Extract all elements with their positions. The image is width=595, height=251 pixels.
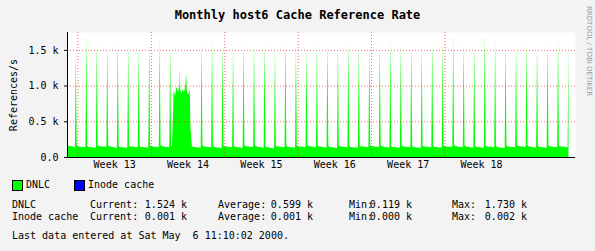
html-text:DNLC: DNLC bbox=[26, 179, 51, 190]
html-text:Average: 0.001 k: Average: 0.001 k bbox=[218, 211, 313, 222]
html-text:Inode cache: Inode cache bbox=[88, 179, 155, 190]
html-text:Min:: Min: bbox=[349, 199, 374, 210]
html-text:0.000 k: 0.000 k bbox=[369, 211, 412, 222]
svg-text:0.5 k: 0.5 k bbox=[28, 116, 58, 127]
html-text:1.524 k: 1.524 k bbox=[144, 199, 187, 210]
html-text:1.730 k: 1.730 k bbox=[484, 199, 527, 210]
svg-text:Week 15: Week 15 bbox=[240, 159, 282, 170]
html-text:Max:: Max: bbox=[452, 199, 477, 210]
html-text:Max:: Max: bbox=[452, 211, 477, 222]
html-text:Inode cache: Inode cache bbox=[12, 211, 79, 222]
html-text:Min:: Min: bbox=[349, 211, 374, 222]
html-text:Monthly host6 Cache Reference: Monthly host6 Cache Reference Rate bbox=[174, 8, 421, 22]
svg-text:Week 14: Week 14 bbox=[167, 159, 209, 170]
html-text:0.002 k: 0.002 k bbox=[484, 211, 527, 222]
html-text:Current:: Current: bbox=[90, 211, 139, 222]
html-text:RRDTOOL / TOBI OETIKER: RRDTOOL / TOBI OETIKER bbox=[585, 6, 593, 97]
html-text:DNLC: DNLC bbox=[12, 199, 37, 210]
svg-text:1.5 k: 1.5 k bbox=[28, 45, 58, 56]
svg-text:0.0: 0.0 bbox=[40, 152, 58, 163]
svg-text:1.0 k: 1.0 k bbox=[28, 80, 58, 91]
html-text:References/s: References/s bbox=[7, 58, 19, 132]
svg-text:Week 16: Week 16 bbox=[314, 159, 356, 170]
svg-text:Week 18: Week 18 bbox=[460, 159, 502, 170]
svg-text:Week 13: Week 13 bbox=[94, 159, 136, 170]
html-text:0.001 k: 0.001 k bbox=[144, 211, 187, 222]
svg-text:Week 17: Week 17 bbox=[387, 159, 429, 170]
html-text:0.119 k: 0.119 k bbox=[369, 199, 412, 210]
html-text:Last data entered at Sat May 6: Last data entered at Sat May 6 11:10:02 … bbox=[12, 230, 289, 241]
html-text:Current:: Current: bbox=[90, 199, 139, 210]
html-text:Average: 0.599 k: Average: 0.599 k bbox=[218, 199, 313, 210]
